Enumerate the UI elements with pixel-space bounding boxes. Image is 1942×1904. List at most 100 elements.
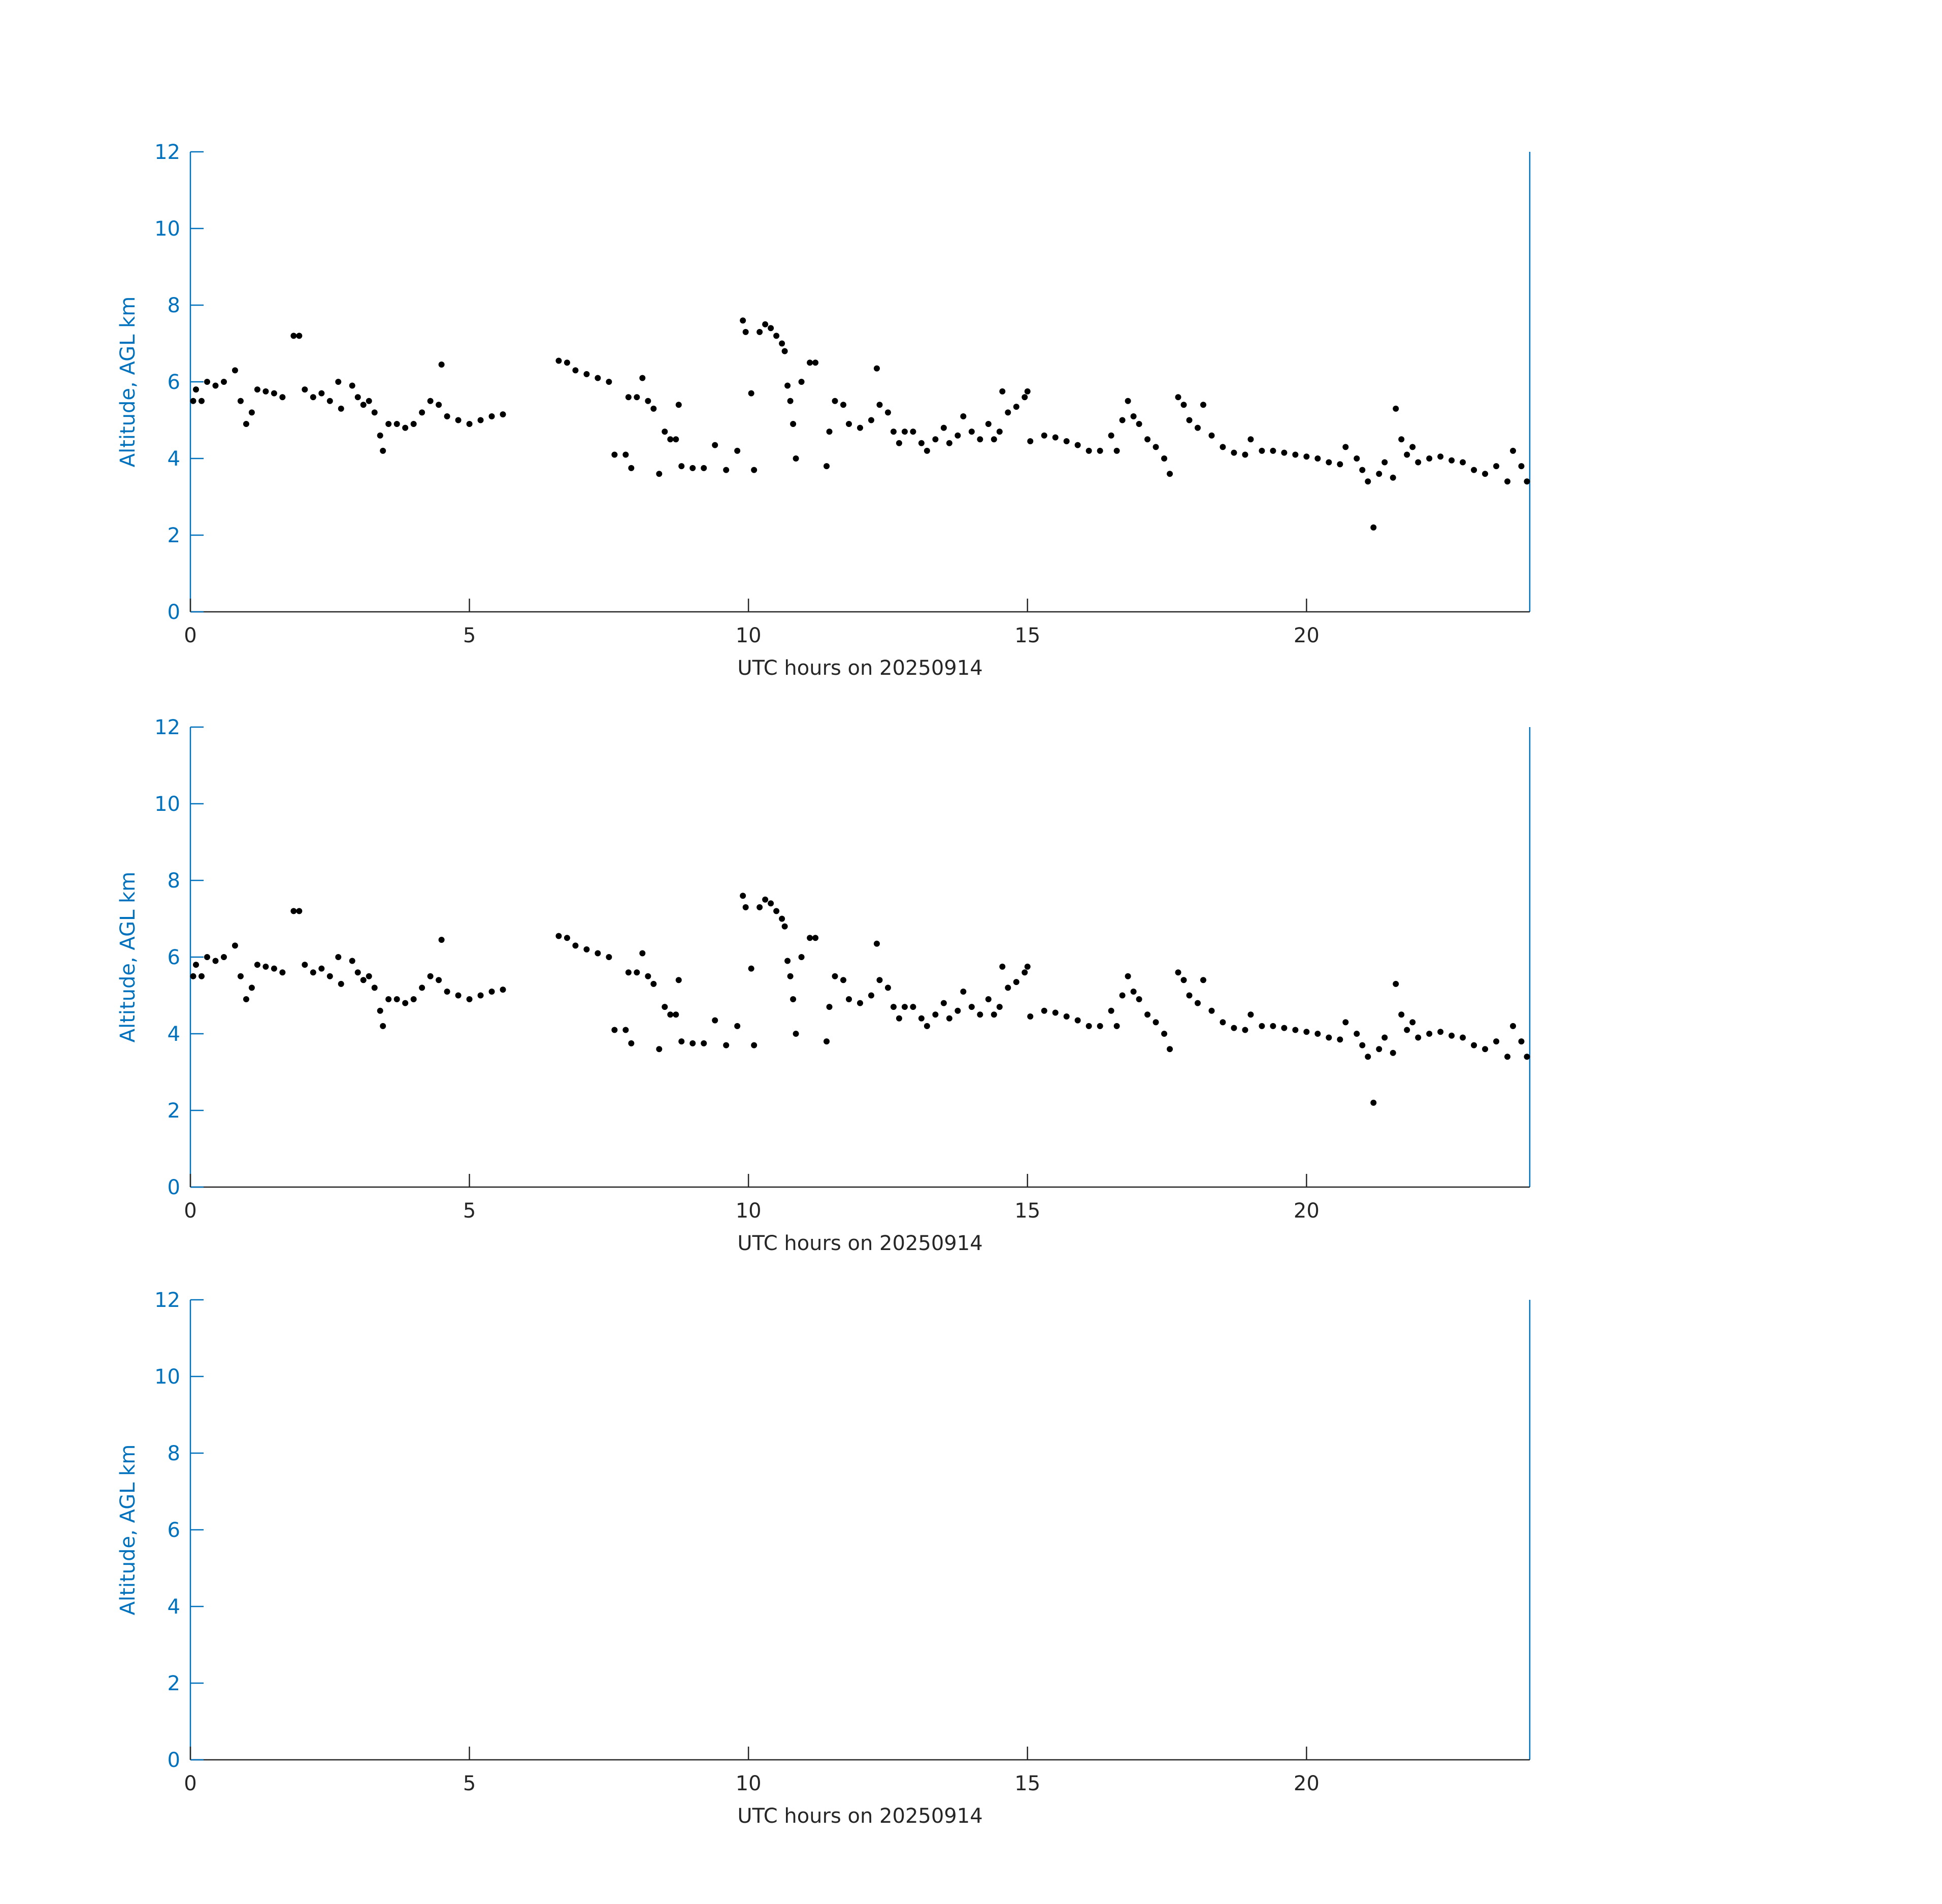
point: [748, 965, 754, 972]
point: [1097, 447, 1103, 454]
point: [762, 321, 769, 327]
point: [1270, 1023, 1276, 1029]
point: [611, 451, 618, 458]
point: [564, 359, 570, 366]
point: [1153, 1019, 1159, 1026]
point: [790, 421, 797, 428]
point: [784, 958, 791, 964]
point: [243, 421, 249, 428]
point: [1303, 1029, 1310, 1035]
point: [380, 1023, 386, 1029]
point: [857, 424, 863, 431]
point: [1354, 1031, 1360, 1037]
point: [302, 386, 308, 393]
point: [1504, 478, 1511, 485]
point: [419, 409, 425, 416]
point: [377, 1007, 383, 1014]
point: [740, 317, 746, 324]
point: [832, 973, 838, 979]
point: [1052, 434, 1059, 441]
point: [1493, 1038, 1500, 1045]
point: [1510, 447, 1517, 454]
y-tick-label: 8: [168, 1442, 180, 1465]
point: [1365, 478, 1371, 485]
point: [1365, 1054, 1371, 1060]
point: [455, 992, 462, 999]
point: [868, 417, 874, 423]
point: [1426, 1031, 1433, 1037]
point: [438, 362, 445, 368]
x-tick-label: 5: [463, 1199, 476, 1223]
point: [1342, 1019, 1349, 1026]
point: [901, 1004, 908, 1010]
point: [901, 429, 908, 435]
point: [824, 1038, 830, 1045]
point: [1415, 459, 1422, 466]
point: [628, 465, 635, 471]
point: [595, 375, 601, 381]
point: [1097, 1023, 1103, 1029]
point: [393, 421, 400, 428]
point: [1370, 1099, 1377, 1106]
point: [427, 398, 434, 404]
point: [1113, 447, 1120, 454]
point: [622, 1027, 629, 1033]
point: [1113, 1023, 1120, 1029]
point: [781, 923, 788, 930]
point: [793, 455, 799, 462]
point: [1024, 963, 1031, 970]
point: [784, 382, 791, 389]
point: [940, 1000, 947, 1006]
point: [910, 1004, 916, 1010]
y-tick-label: 6: [168, 371, 180, 394]
point: [385, 996, 392, 1003]
point: [756, 904, 763, 910]
point: [1524, 1054, 1530, 1060]
x-tick-label: 10: [736, 1772, 762, 1795]
point: [1449, 457, 1455, 464]
point: [1013, 404, 1019, 410]
point: [1027, 438, 1034, 445]
point: [873, 365, 880, 372]
point: [798, 954, 805, 960]
point: [1518, 463, 1525, 470]
point: [1125, 973, 1131, 979]
point: [1398, 436, 1405, 443]
point: [419, 984, 425, 991]
point: [1180, 402, 1187, 408]
point: [237, 398, 244, 404]
point: [701, 465, 707, 471]
point: [488, 413, 495, 419]
point: [712, 1017, 718, 1024]
point: [675, 977, 682, 983]
point: [1370, 524, 1377, 531]
point: [1180, 977, 1187, 983]
point: [1130, 988, 1137, 995]
point: [1144, 436, 1151, 443]
point: [248, 409, 255, 416]
y-tick-label: 6: [168, 946, 180, 969]
point: [1471, 1042, 1477, 1048]
x-tick-label: 20: [1294, 1772, 1320, 1795]
point: [751, 467, 758, 473]
point: [1052, 1009, 1059, 1016]
point: [290, 333, 297, 339]
point: [1390, 1049, 1396, 1056]
x-tick-label: 10: [736, 624, 762, 647]
point: [1242, 1027, 1248, 1033]
point: [1175, 394, 1181, 401]
point: [798, 379, 805, 385]
point: [1005, 409, 1011, 416]
point: [1200, 402, 1206, 408]
point: [812, 359, 819, 366]
point: [385, 421, 392, 428]
point: [1167, 1046, 1173, 1053]
point: [787, 973, 794, 979]
point: [1381, 459, 1388, 466]
y-tick-label: 0: [168, 1749, 180, 1772]
point: [1381, 1034, 1388, 1041]
point: [868, 992, 874, 999]
point: [1482, 471, 1489, 477]
point: [349, 382, 355, 389]
